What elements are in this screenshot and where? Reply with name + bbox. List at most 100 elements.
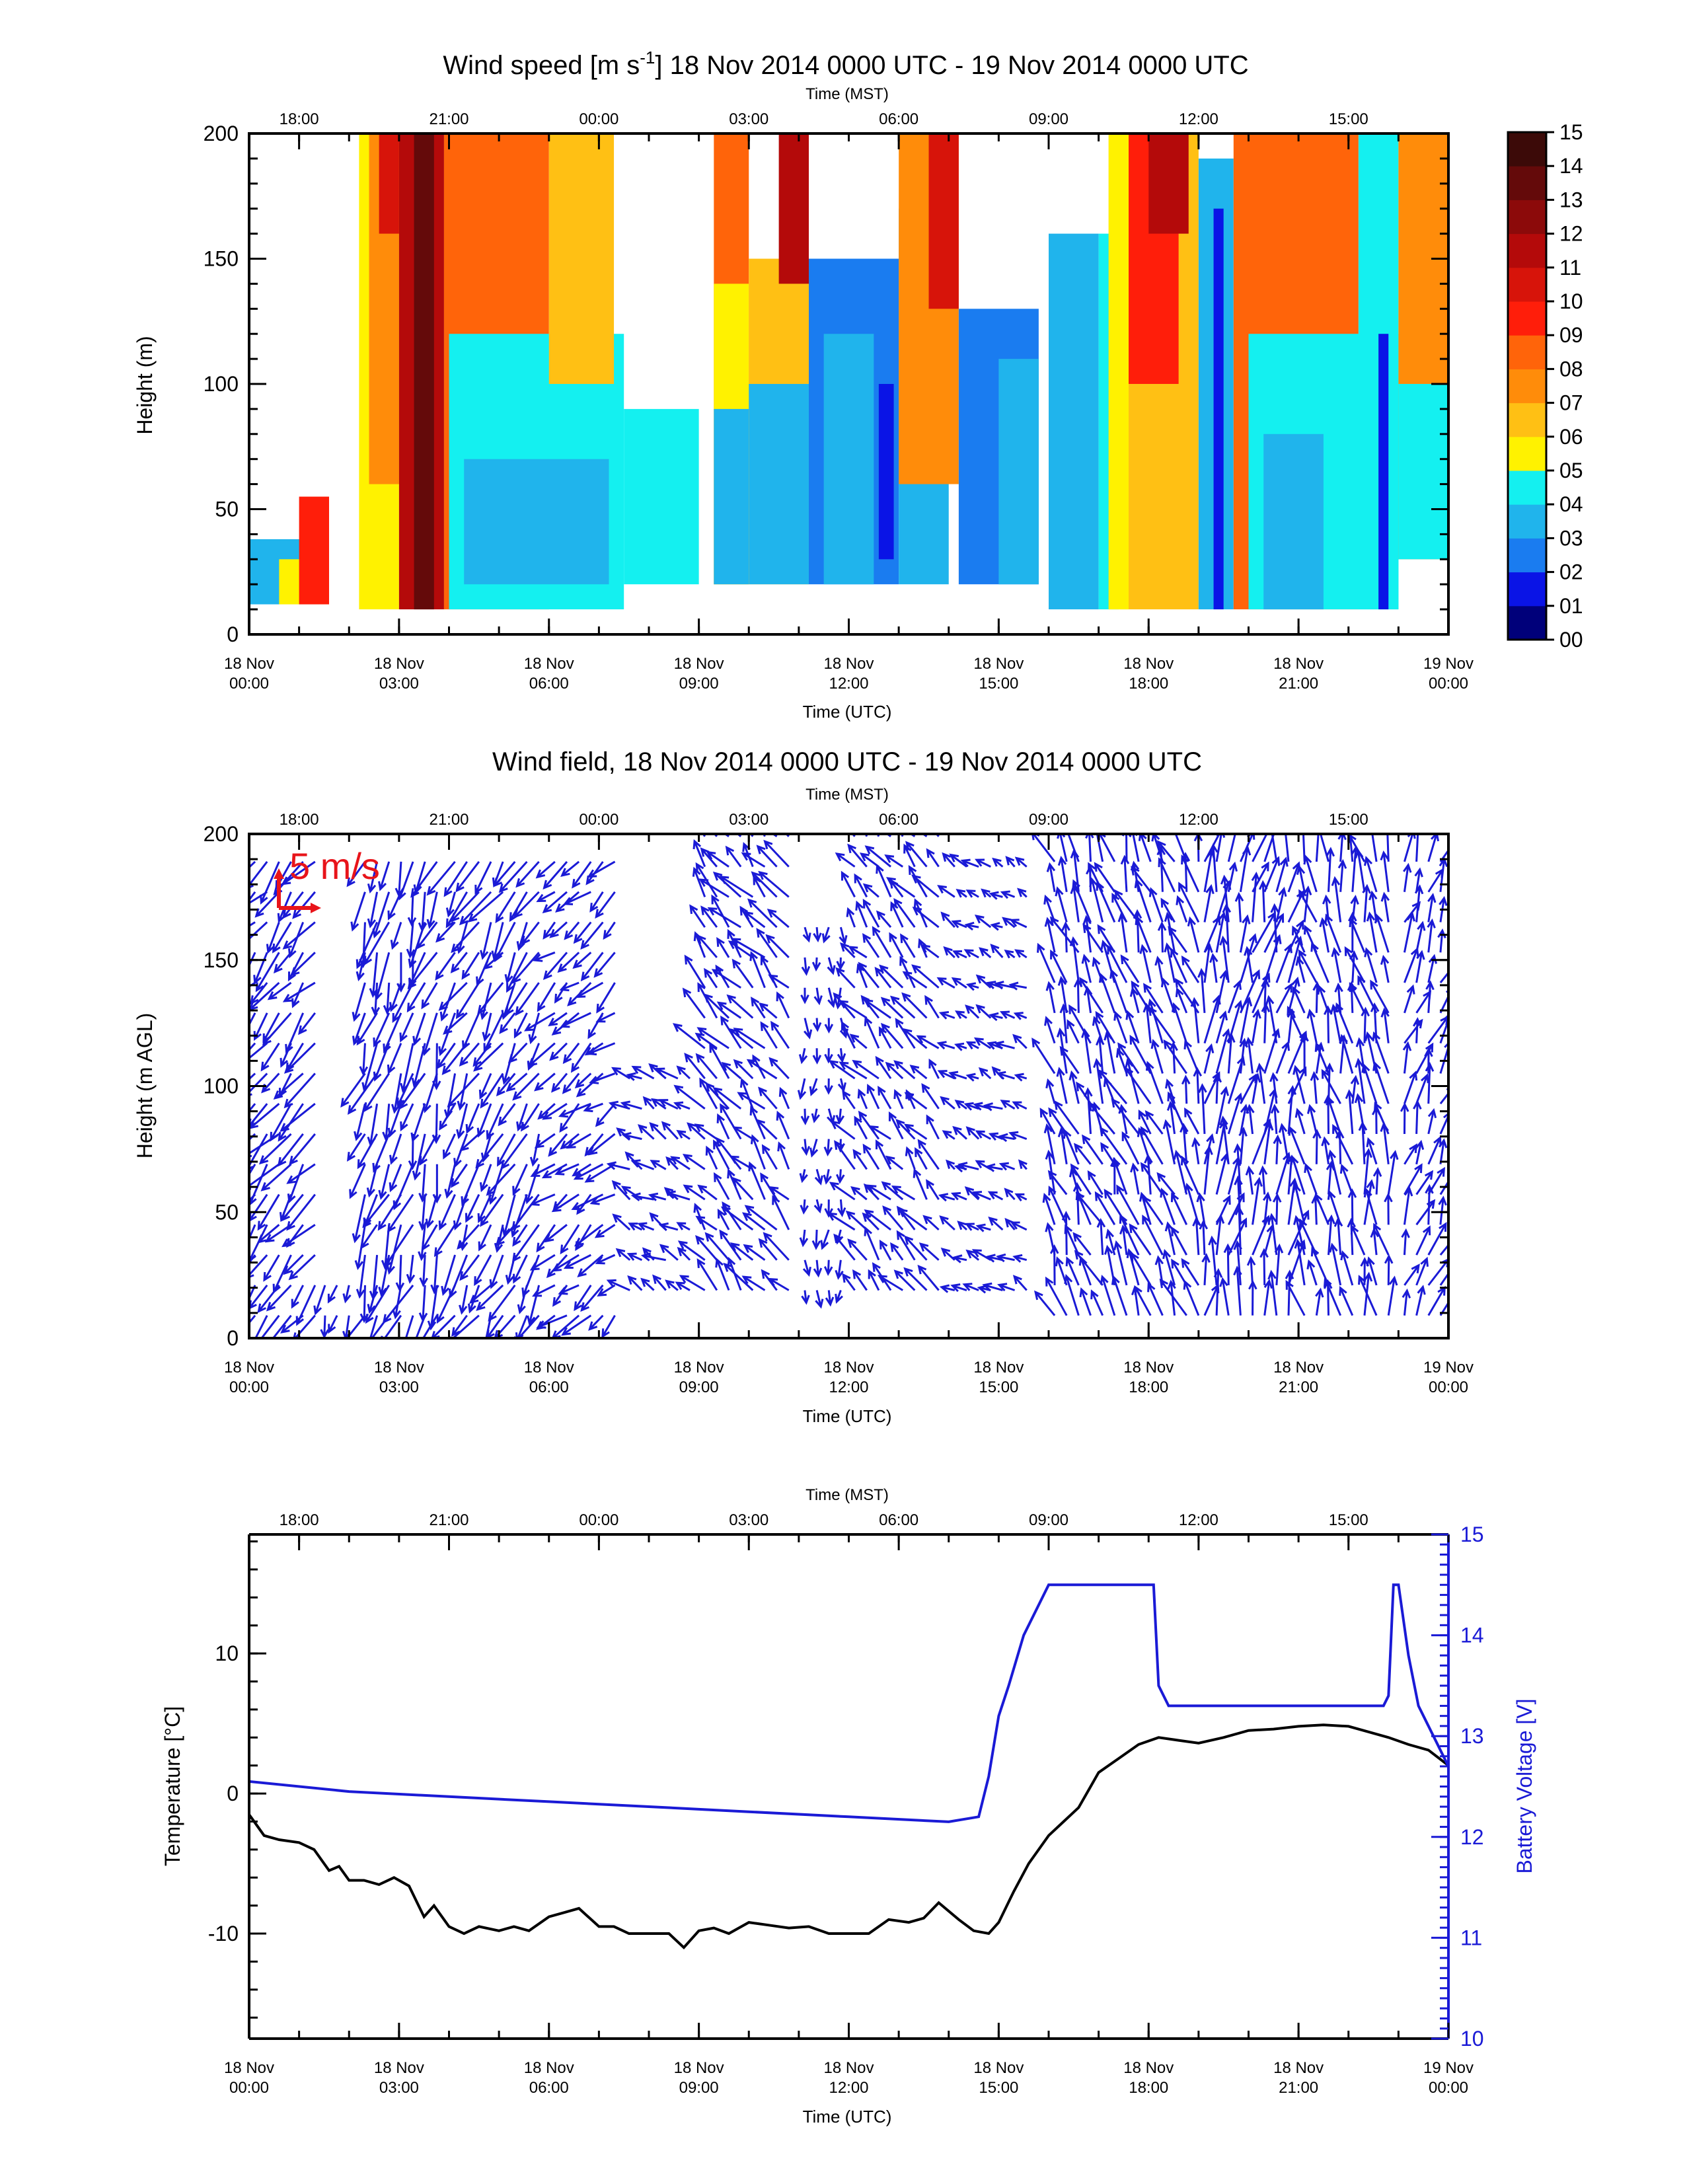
wind-arrow bbox=[285, 1073, 315, 1106]
wind-arrow bbox=[377, 952, 389, 998]
wind-speed-mst-axis-label: Time (MST) bbox=[805, 85, 889, 103]
heatmap-cell bbox=[714, 409, 749, 584]
wind-field-utc-tick-label-date: 18 Nov bbox=[1123, 1359, 1174, 1376]
wind-arrow-head bbox=[1220, 819, 1227, 827]
temperature-utc-tick-label-date: 18 Nov bbox=[973, 2059, 1024, 2077]
wind-field-utc-axis-label: Time (UTC) bbox=[803, 1406, 892, 1426]
colorbar-tick-label: 03 bbox=[1559, 526, 1583, 550]
heatmap-cell bbox=[299, 497, 329, 605]
temperature-utc-tick-label-time: 09:00 bbox=[679, 2079, 719, 2097]
wind-arrow bbox=[1289, 1272, 1290, 1316]
wind-arrow bbox=[693, 810, 717, 837]
wind-field-utc-tick-label-date: 18 Nov bbox=[224, 1359, 274, 1376]
wind-arrow bbox=[832, 1122, 855, 1139]
wind-arrow bbox=[1277, 1137, 1278, 1164]
temperature-utc-axis-label: Time (UTC) bbox=[803, 2107, 892, 2127]
wind-speed-utc-tick-label-date: 18 Nov bbox=[823, 655, 874, 673]
temperature-utc-tick-label-time: 00:00 bbox=[1429, 2079, 1468, 2097]
wind-arrow bbox=[1148, 1284, 1162, 1315]
wind-arrow bbox=[1125, 857, 1127, 892]
wind-arrow bbox=[349, 1073, 377, 1113]
colorbar-swatch bbox=[1508, 335, 1546, 369]
temperature-battery-lines bbox=[249, 1585, 1448, 1947]
heatmap-cell bbox=[779, 133, 809, 283]
wind-field-y-tick-label: 100 bbox=[204, 1074, 239, 1098]
heatmap-cell bbox=[1148, 133, 1189, 234]
wind-arrow-head bbox=[415, 1344, 422, 1352]
wind-arrow-head bbox=[237, 1145, 244, 1152]
wind-arrow bbox=[595, 952, 615, 976]
wind-arrow bbox=[1376, 915, 1388, 952]
wind-arrow-head bbox=[241, 975, 247, 983]
wind-arrow-head bbox=[1452, 1231, 1460, 1239]
wind-arrow bbox=[1265, 936, 1279, 983]
wind-arrow bbox=[1130, 1225, 1150, 1255]
wind-arrow bbox=[697, 1055, 717, 1078]
wind-arrow-head bbox=[1454, 832, 1462, 840]
wind-arrow bbox=[1387, 827, 1388, 862]
wind-speed-y-tick-label: 200 bbox=[204, 122, 239, 145]
wind-arrow bbox=[538, 983, 554, 1010]
wind-arrow bbox=[744, 1213, 765, 1230]
wind-arrow bbox=[835, 1142, 855, 1169]
wind-arrow bbox=[1441, 832, 1462, 862]
wind-arrow-head bbox=[237, 1118, 244, 1126]
wind-arrow bbox=[1101, 1220, 1103, 1255]
wind-arrow bbox=[589, 1134, 615, 1154]
colorbar-swatch bbox=[1508, 471, 1546, 505]
wind-arrow bbox=[1263, 882, 1264, 922]
wind-field-mst-tick-label: 06:00 bbox=[879, 811, 918, 829]
battery-y-tick-label: 15 bbox=[1460, 1523, 1484, 1546]
wind-speed-utc-tick-label-time: 00:00 bbox=[229, 675, 269, 693]
wind-arrow-head bbox=[868, 814, 875, 822]
wind-arrow bbox=[903, 994, 926, 1018]
wind-arrow bbox=[1417, 824, 1419, 862]
wind-arrow bbox=[375, 892, 389, 936]
wind-arrow bbox=[1096, 825, 1103, 862]
wind-field-y-tick-label: 0 bbox=[227, 1326, 239, 1350]
wind-arrow-head bbox=[1414, 824, 1421, 831]
wind-arrow-head bbox=[365, 1341, 372, 1349]
heatmap-cell bbox=[1214, 209, 1224, 609]
colorbar-swatch bbox=[1508, 606, 1546, 640]
wind-speed-mst-tick-label: 18:00 bbox=[280, 110, 319, 128]
wind-arrow bbox=[1217, 1270, 1218, 1315]
wind-arrow bbox=[445, 1013, 467, 1034]
wind-speed-utc-axis-label: Time (UTC) bbox=[803, 702, 892, 722]
wind-arrow bbox=[876, 1141, 891, 1169]
wind-field-utc-tick-label-time: 06:00 bbox=[529, 1378, 569, 1396]
wind-field-mst-tick-label: 03:00 bbox=[729, 811, 768, 829]
wind-arrow bbox=[1201, 970, 1205, 1013]
temperature-mst-tick-label: 09:00 bbox=[1029, 1511, 1068, 1529]
wind-arrow bbox=[854, 1061, 879, 1078]
wind-speed-y-tick-label: 150 bbox=[204, 247, 239, 271]
colorbar-swatch bbox=[1508, 369, 1546, 403]
wind-speed-y-axis-label: Height (m) bbox=[133, 336, 157, 434]
wind-arrow bbox=[906, 1094, 926, 1109]
wind-arrow bbox=[458, 1224, 479, 1248]
wind-arrow-head bbox=[1449, 1263, 1456, 1271]
wind-field-mst-tick-label: 21:00 bbox=[429, 811, 468, 829]
wind-arrow bbox=[1322, 1071, 1340, 1104]
wind-arrow-head bbox=[1453, 1285, 1460, 1293]
wind-field-y-tick-label: 50 bbox=[215, 1200, 239, 1224]
wind-arrow-head bbox=[247, 1347, 254, 1355]
wind-arrow bbox=[1035, 1292, 1055, 1315]
wind-speed-title: Wind speed [m s-1] 18 Nov 2014 0000 UTC … bbox=[443, 48, 1248, 80]
wind-speed-utc-tick-label-date: 18 Nov bbox=[1123, 655, 1174, 673]
wind-arrow bbox=[881, 966, 903, 988]
wind-arrow bbox=[895, 900, 915, 928]
wind-arrow bbox=[254, 1316, 279, 1349]
wind-arrow bbox=[1213, 845, 1217, 891]
wind-arrow bbox=[1212, 1238, 1217, 1285]
battery-voltage-line bbox=[249, 1585, 1448, 1822]
wind-arrow bbox=[1404, 949, 1417, 983]
wind-arrow bbox=[517, 862, 539, 886]
heatmap-cell bbox=[1109, 133, 1129, 609]
temperature-utc-tick-label-date: 19 Nov bbox=[1423, 2059, 1474, 2077]
wind-arrow bbox=[909, 867, 926, 897]
wind-arrow bbox=[544, 952, 567, 978]
wind-arrow bbox=[891, 997, 915, 1018]
wind-speed-utc-tick-label-time: 03:00 bbox=[379, 675, 419, 693]
battery-y-tick-label: 13 bbox=[1460, 1724, 1484, 1748]
